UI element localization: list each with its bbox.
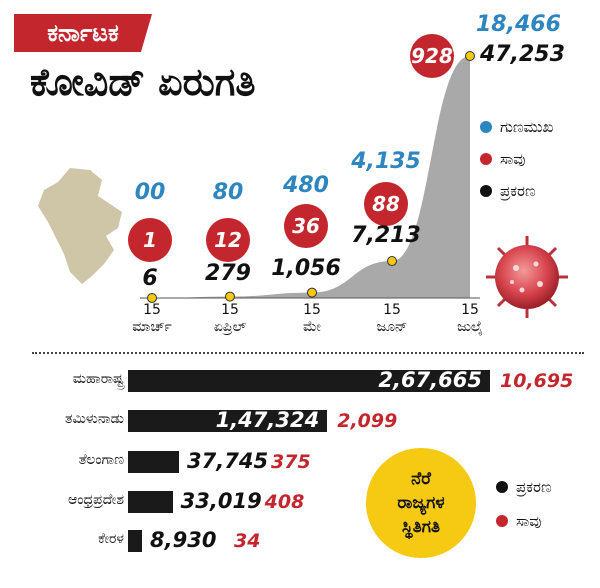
section-divider xyxy=(32,352,584,354)
state-label: ತೆಲಂಗಾಣ xyxy=(78,452,124,468)
legend-recovered: ಗುಣಮುಖ xyxy=(480,118,553,136)
cases-label: 6 xyxy=(142,266,158,291)
x-tick-label: 15 ಮಾರ್ಚ್ xyxy=(132,302,172,335)
cases-label: 7,213 xyxy=(351,223,421,248)
cases-label: 279 xyxy=(205,261,251,286)
recovered-label: 80 xyxy=(212,180,244,205)
cases-bar xyxy=(128,451,180,473)
state-label: ಆಂಧ್ರಪ್ರದೇಶ xyxy=(68,492,124,508)
bottom-legend: ಪ್ರಕರಣ ಸಾವು xyxy=(496,478,552,530)
growth-chart xyxy=(140,51,480,303)
x-tick-label: 15 ಏಪ್ರಿಲ್ xyxy=(213,302,247,335)
recovered-label: 4,135 xyxy=(351,149,421,174)
data-point-marker xyxy=(387,256,397,267)
cases-dot xyxy=(480,185,492,197)
cases-area xyxy=(152,56,470,298)
x-tick-label: 15 ಜುಲೈ xyxy=(457,302,483,335)
deaths-label: 1 xyxy=(128,218,172,262)
deaths-dot xyxy=(496,515,508,527)
deaths-label: 12 xyxy=(206,218,250,262)
badge-line: ಸ್ಥಿತಿಗತಿ xyxy=(402,517,440,537)
legend-deaths: ಸಾವು xyxy=(480,150,553,168)
recovered-dot xyxy=(480,121,492,133)
state-label: ಮಹಾರಾಷ್ಟ್ರ xyxy=(72,371,124,387)
cases-value: 37,745 xyxy=(187,449,269,473)
legend-cases: ಪ್ರಕರಣ xyxy=(480,182,553,200)
recovered-label: 18,466 xyxy=(476,12,561,37)
deaths-value: 408 xyxy=(264,491,305,513)
page-title: ಕೋವಿಡ್ ಏರುಗತಿ xyxy=(30,60,256,104)
legend-deaths: ಸಾವು xyxy=(496,512,552,530)
virus-icon xyxy=(486,236,568,318)
legend-label: ಸಾವು xyxy=(500,150,526,168)
recovered-label: 00 xyxy=(134,180,166,205)
cases-bar xyxy=(128,491,173,513)
cases-bar xyxy=(128,410,328,432)
deaths-label: 36 xyxy=(284,204,328,248)
data-point-marker xyxy=(147,292,157,303)
cases-label: 47,253 xyxy=(480,42,565,67)
cases-bar xyxy=(128,370,490,392)
deaths-label: 928 xyxy=(410,34,454,78)
deaths-value: 10,695 xyxy=(500,370,574,392)
legend-label: ಸಾವು xyxy=(516,512,542,530)
badge-line: ನೆರೆ xyxy=(411,469,431,489)
x-tick-label: 15 ಮೇ xyxy=(303,302,321,335)
recovered-label: 480 xyxy=(283,173,329,198)
cases-bar xyxy=(128,530,142,552)
neighbour-states-badge: ನೆರೆ ರಾಜ್ಯಗಳ ಸ್ಥಿತಿಗತಿ xyxy=(366,448,476,558)
legend-cases: ಪ್ರಕರಣ xyxy=(496,478,552,496)
legend-label: ಪ್ರಕರಣ xyxy=(516,478,552,496)
state-label: ತಮಿಳುನಾಡು xyxy=(65,411,124,427)
legend-label: ಪ್ರಕರಣ xyxy=(500,182,536,200)
data-point-marker xyxy=(307,287,317,298)
deaths-dot xyxy=(480,153,492,165)
cases-value: 8,930 xyxy=(150,528,217,552)
cases-dot xyxy=(496,481,508,493)
region-tag: ಕರ್ನಾಟಕ xyxy=(14,14,152,52)
deaths-value: 2,099 xyxy=(337,410,398,432)
state-label: ಕೇರಳ xyxy=(98,531,124,547)
deaths-label: 88 xyxy=(364,182,408,226)
cases-value: 2,67,665 xyxy=(378,368,482,392)
x-tick-label: 15 ಜೂನ್ xyxy=(376,302,408,335)
cases-value: 1,47,324 xyxy=(215,408,320,432)
cases-label: 1,056 xyxy=(271,256,341,281)
data-point-marker xyxy=(465,51,475,61)
badge-line: ರಾಜ್ಯಗಳ xyxy=(397,493,445,513)
karnataka-map-icon xyxy=(38,168,122,284)
cases-value: 33,019 xyxy=(180,489,262,513)
deaths-value: 375 xyxy=(271,451,311,473)
legend-label: ಗುಣಮುಖ xyxy=(500,118,554,136)
data-point-marker xyxy=(225,291,235,302)
top-legend: ಗುಣಮುಖ ಸಾವು ಪ್ರಕರಣ xyxy=(480,118,553,200)
deaths-value: 34 xyxy=(234,530,261,552)
